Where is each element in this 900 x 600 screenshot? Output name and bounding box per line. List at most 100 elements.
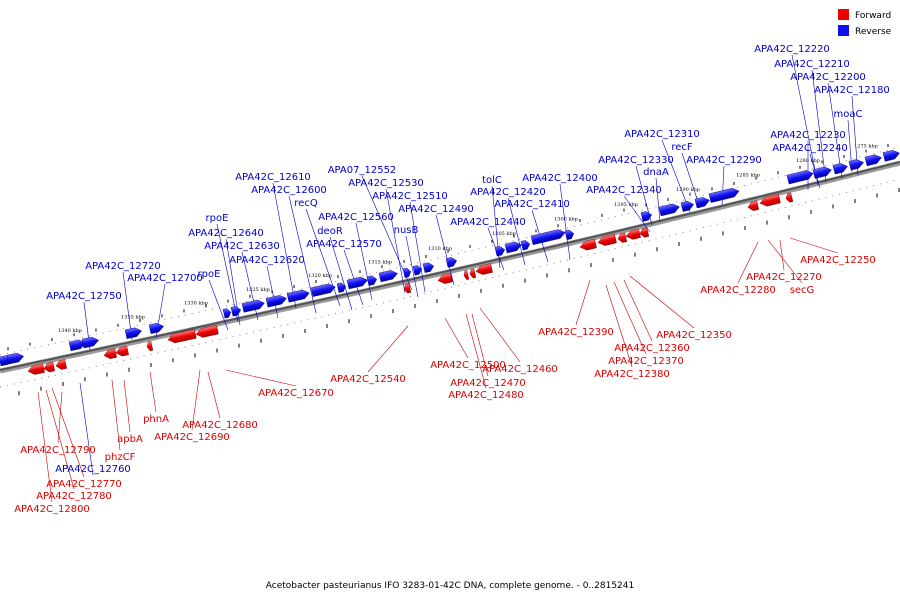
reverse-gene-label: APA42C_12630 — [204, 241, 280, 252]
legend-swatch — [838, 25, 849, 36]
kbp-label: 1340 kbp — [58, 328, 82, 334]
forward-gene — [167, 329, 197, 344]
forward-leader — [629, 275, 695, 329]
reverse-leader — [559, 183, 571, 261]
kbp-label: 1315 kbp — [368, 260, 392, 266]
reverse-gene-label: APA42C_12240 — [772, 143, 848, 154]
forward-gene — [55, 359, 67, 370]
reverse-gene-label: dnaA — [643, 167, 669, 178]
reverse-leader — [343, 249, 364, 306]
reverse-gene-label: tolC — [482, 175, 502, 186]
reverse-leader — [811, 69, 827, 183]
reverse-gene — [286, 289, 310, 303]
kbp-label: 1295 kbp — [614, 202, 638, 208]
kbp-label: 1275 kbp — [854, 144, 878, 150]
reverse-gene — [230, 306, 242, 317]
forward-gene — [43, 361, 55, 373]
forward-gene-label: APA42C_12670 — [258, 388, 334, 399]
reverse-leader — [623, 195, 651, 233]
forward-gene — [597, 233, 617, 246]
forward-leader — [149, 371, 157, 413]
reverse-gene-label: APA42C_12420 — [470, 187, 546, 198]
forward-gene — [475, 263, 493, 275]
forward-gene-label: APA42C_12480 — [448, 390, 524, 401]
forward-gene-label: APA42C_12390 — [538, 327, 614, 338]
reverse-gene — [848, 159, 864, 171]
forward-leader — [623, 279, 653, 342]
forward-leader — [779, 239, 785, 271]
reverse-gene-label: APA42C_12560 — [318, 212, 394, 223]
reverse-gene — [310, 283, 336, 297]
forward-leader — [613, 281, 647, 355]
reverse-gene-label: APA42C_12180 — [814, 85, 890, 96]
forward-gene-label: APA42C_12690 — [154, 432, 230, 443]
reverse-leader — [329, 236, 353, 311]
kbp-label: 1300 kbp — [554, 216, 578, 222]
forward-gene-label: APA42C_12680 — [182, 420, 258, 431]
genome-caption: Acetobacter pasteurianus IFO 3283-01-42C… — [266, 581, 634, 591]
kbp-label: 1305 kbp — [492, 231, 516, 237]
reverse-leader — [288, 195, 317, 314]
forward-gene-label: APA42C_12500 — [430, 360, 506, 371]
reverse-leader — [385, 188, 406, 294]
reverse-gene-label: APA42C_12720 — [85, 261, 161, 272]
reverse-gene — [694, 197, 710, 209]
forward-gene-label: phnA — [143, 414, 169, 425]
reverse-gene — [68, 339, 86, 352]
reverse-gene-label: APA42C_12640 — [188, 228, 264, 239]
reverse-gene-label: APA42C_12700 — [127, 273, 203, 284]
forward-leader — [575, 279, 591, 326]
reverse-gene — [708, 187, 740, 203]
forward-gene-label: APA42C_12250 — [800, 255, 876, 266]
reverse-gene-label: rpoE — [198, 269, 221, 280]
forward-gene-label: APA42C_12270 — [746, 272, 822, 283]
forward-leader — [45, 389, 75, 490]
forward-leader — [51, 387, 85, 478]
reverse-gene — [366, 275, 378, 286]
forward-leader — [225, 369, 297, 387]
gene-arrows — [0, 150, 900, 375]
forward-leader — [737, 241, 759, 284]
kbp-label: 1335 kbp — [121, 315, 145, 321]
reverse-gene-label: APA42C_12330 — [598, 155, 674, 166]
reverse-leader — [409, 201, 426, 293]
legend-swatch — [838, 9, 849, 20]
forward-leader — [479, 307, 521, 363]
reverse-gene — [520, 240, 531, 251]
reverse-leader — [435, 214, 455, 286]
forward-gene — [469, 268, 477, 279]
kbp-label: 1330 kbp — [184, 301, 208, 307]
legend-label: Forward — [855, 11, 891, 21]
forward-leader — [37, 391, 53, 503]
kbp-label: 1285 kbp — [736, 173, 760, 179]
reverse-gene-label: APA42C_12230 — [770, 130, 846, 141]
reverse-gene — [640, 211, 652, 222]
forward-gene — [759, 193, 781, 207]
forward-gene — [625, 228, 641, 240]
reverse-leader — [216, 223, 239, 323]
reverse-gene-label: recQ — [294, 198, 318, 209]
forward-leader — [471, 313, 489, 377]
reverse-gene — [124, 327, 142, 339]
reverse-gene-label: APA42C_12530 — [348, 178, 424, 189]
reverse-gene — [336, 282, 347, 293]
reverse-gene — [530, 229, 566, 245]
forward-gene — [579, 238, 597, 251]
reverse-leader — [655, 177, 661, 223]
reverse-gene — [378, 270, 398, 283]
kbp-label: 1310 kbp — [428, 246, 452, 252]
kbp-label: 1290 kbp — [676, 187, 700, 193]
forward-gene-label: APA42C_12380 — [594, 369, 670, 380]
forward-gene-label: apbA — [117, 434, 143, 445]
reverse-gene-label: APA42C_12220 — [754, 44, 830, 55]
reverse-gene — [864, 154, 882, 167]
forward-gene-label: APA42C_12350 — [656, 330, 732, 341]
reverse-gene-label: moaC — [834, 109, 863, 120]
forward-leader — [367, 325, 409, 373]
forward-gene — [437, 272, 453, 284]
reverse-gene-label: APA42C_12610 — [235, 172, 311, 183]
reverse-gene-label: APA42C_12620 — [229, 255, 305, 266]
forward-leader — [767, 239, 803, 284]
forward-gene-label: APA42C_12280 — [700, 285, 776, 296]
